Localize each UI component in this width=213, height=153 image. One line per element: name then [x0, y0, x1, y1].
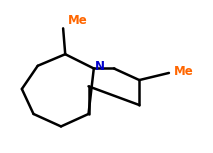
Text: N: N	[95, 60, 105, 73]
Text: Me: Me	[174, 65, 194, 78]
Text: Me: Me	[68, 14, 88, 27]
